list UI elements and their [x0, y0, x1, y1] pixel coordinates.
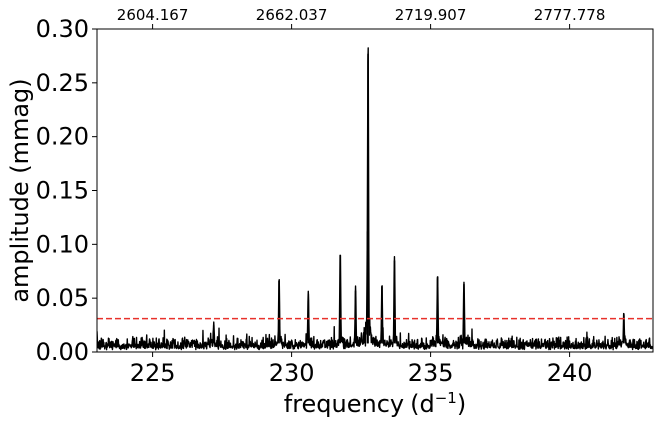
x-tick-label: 240	[547, 359, 593, 387]
plot-area	[97, 47, 653, 351]
y-tick-label: 0.30	[36, 15, 89, 43]
top-axis: 2604.167 2662.037 2719.907 2777.778	[117, 6, 606, 29]
y-tick-label: 0.25	[36, 69, 89, 97]
y-tick-label: 0.10	[36, 230, 89, 258]
x-tick-label: 225	[130, 359, 176, 387]
x-tick-label: 235	[408, 359, 454, 387]
top-tick-label: 2604.167	[117, 6, 189, 24]
y-tick-label: 0.00	[36, 338, 89, 366]
y-tick-label: 0.05	[36, 284, 89, 312]
y-tick-label: 0.15	[36, 177, 89, 205]
top-tick-label: 2662.037	[256, 6, 328, 24]
x-axis: 225 230 235 240	[130, 352, 593, 387]
y-axis: 0.00 0.05 0.10 0.15 0.20 0.25 0.30	[36, 15, 97, 366]
y-tick-label: 0.20	[36, 123, 89, 151]
top-tick-label: 2719.907	[395, 6, 467, 24]
axes-frame	[96, 28, 654, 353]
top-tick-label: 2777.778	[534, 6, 606, 24]
y-axis-label: amplitude (mmag)	[6, 78, 34, 302]
x-axis-label: frequency (d−1)	[284, 389, 466, 418]
x-tick-label: 230	[269, 359, 315, 387]
spectrum-line	[97, 47, 653, 351]
